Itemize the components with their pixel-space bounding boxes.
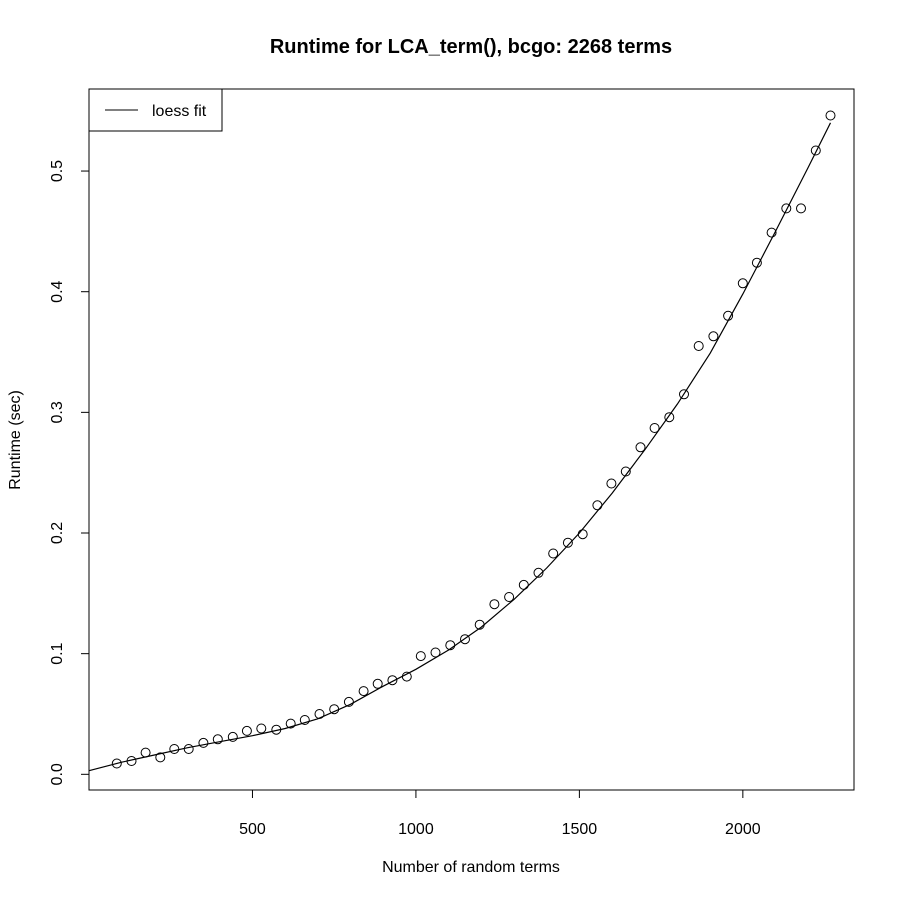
y-tick-label: 0.2	[49, 522, 66, 544]
data-point	[227, 731, 238, 742]
data-point	[212, 734, 223, 745]
data-point	[606, 478, 617, 489]
data-point	[358, 686, 369, 697]
data-point	[723, 310, 734, 321]
loess-fit-line	[88, 122, 832, 772]
data-point	[169, 744, 180, 754]
data-point	[372, 678, 383, 689]
x-axis-label: Number of random terms	[382, 859, 560, 876]
data-point	[796, 203, 806, 214]
data-point	[415, 651, 426, 662]
data-points-layer	[111, 110, 836, 769]
data-point	[285, 718, 296, 729]
x-tick-label: 500	[239, 821, 266, 838]
legend: loess fit	[88, 88, 223, 132]
data-point	[489, 599, 500, 610]
data-point	[445, 640, 456, 651]
data-point	[299, 715, 310, 725]
plot-frame	[88, 88, 855, 791]
data-point	[183, 744, 194, 754]
data-point	[474, 619, 485, 630]
data-point	[693, 341, 704, 351]
data-point	[810, 145, 821, 156]
data-point	[504, 592, 515, 602]
y-tick-label: 0.5	[49, 160, 66, 182]
data-point	[649, 423, 660, 433]
data-point	[155, 752, 166, 763]
data-point	[679, 389, 689, 400]
data-point	[460, 634, 470, 645]
y-tick-label: 0.1	[49, 642, 66, 664]
data-point	[577, 529, 588, 540]
data-point	[430, 647, 441, 658]
data-point	[562, 537, 573, 548]
x-tick-label: 1000	[398, 821, 434, 838]
y-tick-label: 0.0	[49, 763, 66, 785]
data-point	[256, 723, 267, 734]
data-point	[708, 331, 719, 342]
y-axis: 0.0 0.1 0.2 0.3 0.4 0.5	[49, 160, 90, 785]
data-point	[343, 696, 354, 707]
y-axis-label: Runtime (sec)	[7, 390, 24, 490]
data-point	[329, 704, 340, 715]
data-point	[198, 737, 209, 748]
data-point	[126, 756, 137, 766]
data-point	[620, 466, 631, 477]
chart-title: Runtime for LCA_term(), bcgo: 2268 terms	[270, 36, 672, 58]
data-point	[241, 725, 252, 736]
loess-fit-layer	[88, 122, 832, 772]
x-axis: 500 1000 1500 2000	[239, 789, 761, 838]
data-point	[635, 442, 646, 453]
y-tick-label: 0.3	[49, 401, 66, 423]
x-tick-label: 2000	[725, 821, 761, 838]
data-point	[766, 227, 777, 238]
data-point	[533, 567, 544, 578]
data-point	[664, 412, 675, 423]
data-point	[314, 709, 325, 719]
data-point	[111, 758, 122, 769]
legend-label: loess fit	[152, 103, 207, 120]
data-point	[518, 579, 529, 590]
data-point	[140, 747, 151, 758]
data-point	[387, 675, 398, 686]
x-tick-label: 1500	[562, 821, 598, 838]
data-point	[781, 203, 792, 214]
data-point	[751, 257, 762, 268]
data-point	[825, 110, 836, 121]
data-point	[592, 500, 603, 511]
data-point	[271, 724, 282, 735]
data-point	[548, 548, 559, 559]
y-tick-label: 0.4	[49, 280, 66, 302]
data-point	[737, 278, 748, 289]
data-point	[401, 671, 412, 682]
